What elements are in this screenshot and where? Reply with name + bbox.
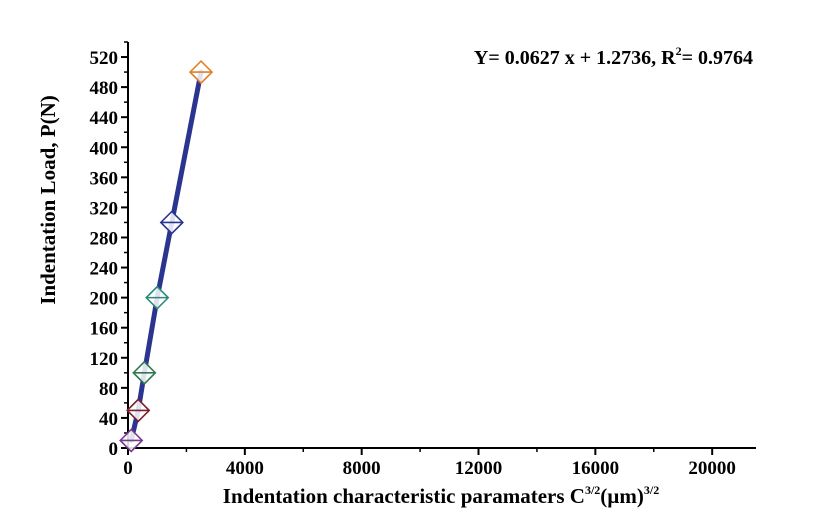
y-tick-label: 160	[90, 319, 119, 340]
data-series	[119, 59, 214, 453]
regression-equation: Y= 0.0627 x + 1.2736, R2= 0.9764	[474, 44, 753, 69]
y-tick-label: 80	[99, 379, 118, 400]
y-tick-label: 0	[109, 439, 119, 460]
y-tick-label: 280	[90, 228, 119, 249]
x-tick-label: 16000	[572, 458, 620, 479]
x-tick-label: 12000	[455, 458, 503, 479]
series-line	[128, 69, 204, 443]
y-tick-label: 400	[90, 138, 119, 159]
y-tick-label: 440	[90, 108, 119, 129]
tick-marks	[121, 41, 714, 455]
data-point	[119, 428, 144, 453]
x-tick-label: 20000	[688, 458, 736, 479]
y-tick-label: 520	[90, 48, 119, 69]
y-tick-label: 40	[99, 409, 118, 430]
axes	[127, 42, 756, 449]
y-tick-label: 360	[90, 168, 119, 189]
data-point	[145, 285, 170, 310]
x-axis-title: Indentation characteristic paramaters C3…	[223, 483, 659, 508]
x-tick-label: 8000	[343, 458, 381, 479]
y-axis-title: Indentation Load, P(N)	[36, 95, 60, 304]
y-tick-label: 320	[90, 198, 119, 219]
data-point	[132, 360, 157, 385]
y-tick-label: 120	[90, 349, 119, 370]
y-tick-label: 200	[90, 289, 119, 310]
y-tick-label: 480	[90, 78, 119, 99]
y-tick-label: 240	[90, 259, 119, 280]
data-point	[159, 210, 184, 235]
x-tick-label: 4000	[226, 458, 264, 479]
x-tick-label: 0	[123, 458, 133, 479]
data-point	[126, 398, 151, 423]
data-point	[188, 59, 214, 85]
tick-labels: 0 4000 8000 12000 16000 20000 0 40 80 120 160 200 24…	[90, 48, 736, 479]
